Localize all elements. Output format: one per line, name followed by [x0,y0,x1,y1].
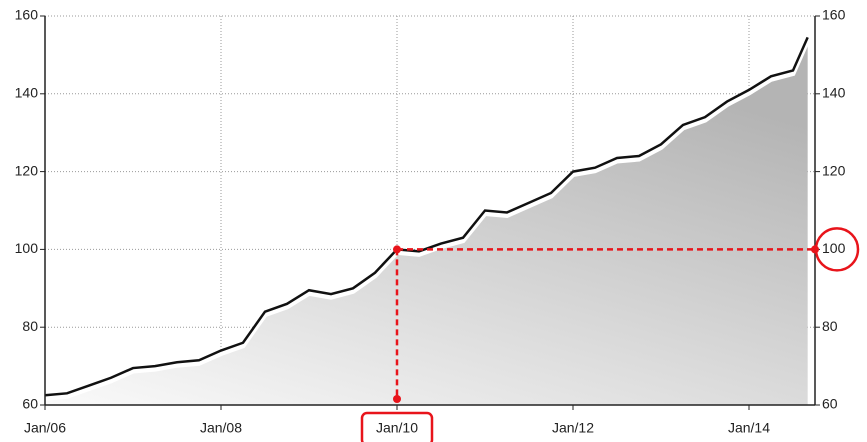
y-tick-label: 120 [15,162,39,178]
x-tick-label: Jan/12 [552,420,594,436]
y2-tick-label: 100 [822,240,846,256]
y2-tick-label: 60 [822,396,838,412]
line [44,36,809,397]
x-tick-label: Jan/06 [24,420,66,436]
highlight-dot [393,245,401,254]
y-tick-label: 160 [15,7,39,23]
y2-tick-label: 120 [822,162,846,178]
y2-tick-label: 80 [822,318,838,334]
highlight-ring [814,227,860,272]
x-tick-label: Jan/14 [728,420,770,436]
y-tick-label: 80 [22,318,38,334]
y2-tick-label: 160 [822,7,846,23]
area [45,37,808,406]
y-tick-label: 100 [15,240,39,256]
y2-tick-label: 140 [822,85,846,101]
y-tick-label: 140 [15,85,39,101]
highlight-dot [393,395,401,403]
y-tick-label: 60 [22,396,38,412]
x-tick-label: Jan/10 [376,420,418,436]
highlight-box [360,411,434,442]
x-tick-label: Jan/08 [200,420,242,436]
